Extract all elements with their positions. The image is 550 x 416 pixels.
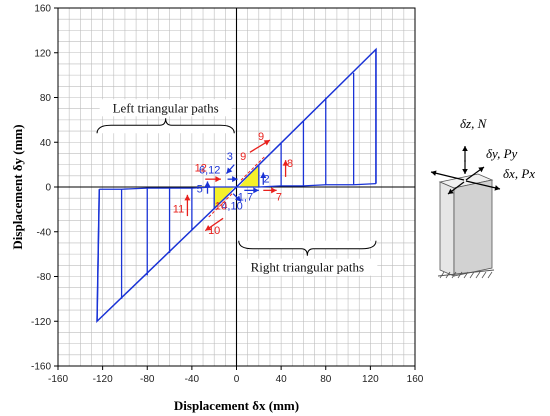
envelope-right (235, 47, 377, 188)
right-label-bg (237, 258, 378, 276)
arrow-5 (204, 181, 211, 194)
x-tick-label: 40 (276, 374, 288, 385)
arrow-9-head (263, 140, 270, 146)
inset-arrow-z-up-head (462, 146, 468, 151)
arrow-12-head (215, 176, 221, 183)
arrow-1-7-head (253, 187, 259, 194)
inset-arrow-x-pos-head (494, 185, 500, 191)
x-tick-label: -120 (93, 374, 113, 385)
y-tick-label: -120 (31, 317, 51, 328)
arrow-11-head (184, 194, 191, 201)
inset-label-dy-py: δy, Py (486, 146, 518, 161)
step-label-2: 2 (264, 174, 270, 186)
base-line (437, 269, 495, 277)
step-label-9: 9 (258, 131, 264, 143)
x-tick-label: -40 (185, 374, 200, 385)
column-right-face (453, 179, 493, 277)
arrow-3 (225, 164, 235, 175)
y-axis-title: Displacement δy (mm) (10, 124, 25, 249)
y-tick-label: 0 (45, 183, 51, 194)
arrow-5-head (204, 181, 211, 187)
y-tick-label: 40 (40, 138, 52, 149)
arrow-1-7 (244, 187, 259, 194)
plot-area: -160 -120 -80 -40 0 40 80 120 160 -160 -120 -80 -40 0… (10, 4, 424, 414)
arrow-6-12 (227, 176, 238, 183)
step-label-11: 11 (173, 204, 184, 216)
step-label-6-12: 6,12 (199, 165, 220, 177)
arrow-2-head (260, 172, 267, 178)
inset-label-dz-n: δz, N (460, 116, 488, 131)
arrow-2 (260, 172, 267, 185)
column-left-face (439, 181, 455, 277)
x-tick-label: -80 (140, 374, 155, 385)
right-triangular-paths-label: Right triangular paths (251, 260, 364, 275)
left-triangle-unload (96, 189, 100, 322)
step-label-7: 7 (276, 191, 282, 203)
step-label-10: 10 (215, 200, 227, 212)
base-hatch (451, 271, 457, 279)
inset-arrow-x-pos-shaft (465, 180, 501, 190)
left-brace (96, 118, 235, 134)
step-label-9: 9 (240, 151, 246, 163)
left-label-bg (99, 99, 232, 117)
left-triangular-paths-label: Left triangular paths (113, 100, 219, 115)
right-brace (238, 240, 377, 256)
step-label-10: 10 (208, 225, 220, 237)
x-tick-label: 120 (362, 374, 379, 385)
inset-label-dx-px: δx, Px (503, 166, 535, 181)
base-hatch (475, 271, 481, 279)
arrow-6-12-head (232, 176, 238, 183)
step-label-12: 12 (195, 162, 207, 174)
arrow-7 (263, 187, 277, 194)
base-hatch (487, 271, 493, 279)
inset-arrow-z-down-head (462, 169, 468, 174)
arrow-11 (184, 194, 191, 217)
specimen-inset: δz, N δy, Py δx, Px (430, 116, 535, 279)
x-tick-label: 160 (407, 374, 424, 385)
inset-arrow-x-neg-head (431, 170, 437, 176)
dashed-guide-right (240, 155, 266, 181)
arrow-9 (249, 139, 271, 153)
step-label-1-7: 1,7 (238, 191, 253, 203)
x-tick-label: -160 (48, 374, 68, 385)
arrow-10 (204, 217, 224, 232)
y-tick-label: -80 (37, 272, 52, 283)
inset-arrow-y-pos-head (478, 167, 484, 173)
dashed-guide-left (207, 193, 233, 219)
y-tick-label: 120 (34, 48, 51, 59)
y-tick-label: -160 (31, 362, 51, 373)
arrow-8-head (282, 160, 289, 166)
base-hatch (439, 271, 445, 279)
step-label-3: 3 (227, 151, 233, 163)
arrow-10-head (205, 225, 212, 231)
y-tick-label: -40 (37, 227, 52, 238)
arrow-12 (205, 176, 221, 183)
arrow-4-10-head (234, 195, 241, 202)
arrow-4-10 (232, 193, 242, 203)
step-label-8: 8 (287, 158, 293, 170)
x-tick-label: 0 (234, 374, 240, 385)
arrow-7-head (271, 187, 277, 194)
step-label-4-10: 4,10 (221, 200, 242, 212)
arrow-8 (282, 160, 289, 177)
y-tick-label: 160 (34, 4, 51, 15)
inset-arrow-x-neg-shaft (430, 171, 465, 181)
x-tick-label: 80 (320, 374, 332, 385)
y-tick-label: 80 (40, 93, 52, 104)
x-axis-title: Displacement δx (mm) (174, 398, 299, 413)
base-hatch (481, 271, 487, 279)
arrow-3-head (226, 167, 233, 174)
inset-arrow-y-neg-head (448, 188, 454, 194)
base-hatch (469, 271, 475, 279)
step-label-5: 5 (197, 184, 203, 196)
